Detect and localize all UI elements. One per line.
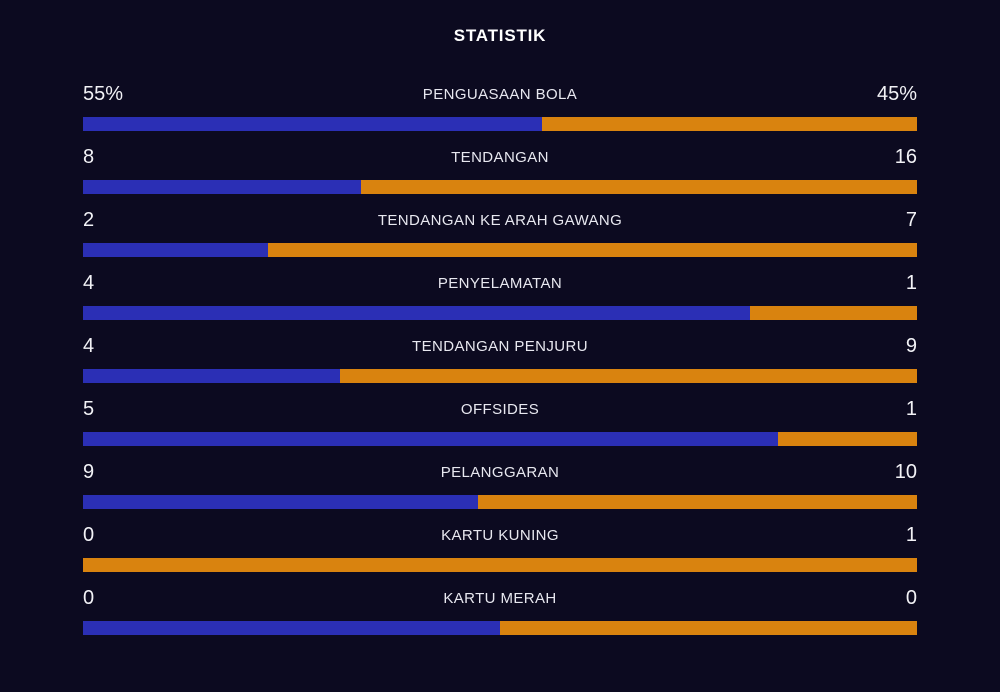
stat-bar [83, 180, 917, 194]
away-bar-segment [777, 432, 917, 446]
stat-row-red-cards: 0 KARTU MERAH 0 [83, 588, 917, 635]
away-value: 1 [905, 272, 917, 294]
home-bar-segment [83, 180, 361, 194]
away-value: 10 [894, 461, 917, 483]
away-value: 0 [905, 587, 917, 609]
home-value: 4 [83, 272, 95, 294]
stat-label: PENGUASAAN BOLA [422, 86, 578, 103]
stat-bar [83, 495, 917, 509]
away-value: 9 [905, 335, 917, 357]
away-bar-segment [268, 243, 917, 257]
stat-row-possession: 55% PENGUASAAN BOLA 45% [83, 84, 917, 131]
stat-row-yellow-cards: 0 KARTU KUNING 1 [83, 525, 917, 572]
away-value: 16 [894, 146, 917, 168]
away-bar-segment [83, 558, 917, 572]
stat-label: TENDANGAN KE ARAH GAWANG [377, 212, 623, 229]
home-bar-segment [83, 369, 340, 383]
home-value: 0 [83, 587, 95, 609]
page-title: STATISTIK [453, 26, 547, 45]
stat-row-shots: 8 TENDANGAN 16 [83, 147, 917, 194]
home-value: 4 [83, 335, 95, 357]
home-value: 55% [83, 83, 124, 105]
away-bar-segment [541, 117, 917, 131]
away-bar-segment [500, 621, 917, 635]
away-bar-segment [750, 306, 917, 320]
home-value: 8 [83, 146, 95, 168]
stat-bar [83, 243, 917, 257]
away-bar-segment [339, 369, 917, 383]
stat-label: KARTU KUNING [441, 527, 559, 544]
home-value: 5 [83, 398, 95, 420]
home-value: 9 [83, 461, 95, 483]
away-value: 7 [905, 209, 917, 231]
home-value: 0 [83, 524, 95, 546]
away-value: 1 [905, 524, 917, 546]
away-bar-segment [360, 180, 917, 194]
stat-label: KARTU MERAH [443, 590, 557, 607]
home-bar-segment [83, 432, 778, 446]
stat-bar [83, 369, 917, 383]
stat-label: TENDANGAN [451, 149, 549, 166]
home-bar-segment [83, 243, 269, 257]
stat-row-fouls: 9 PELANGGARAN 10 [83, 462, 917, 509]
away-value: 1 [905, 398, 917, 420]
stat-bar [83, 117, 917, 131]
stat-bar [83, 306, 917, 320]
home-bar-segment [83, 306, 751, 320]
away-bar-segment [478, 495, 917, 509]
home-value: 2 [83, 209, 95, 231]
stat-bar [83, 558, 917, 572]
stat-row-offsides: 5 OFFSIDES 1 [83, 399, 917, 446]
home-bar-segment [83, 495, 479, 509]
stat-row-saves: 4 PENYELAMATAN 1 [83, 273, 917, 320]
home-bar-segment [83, 621, 500, 635]
stat-bar [83, 432, 917, 446]
stats-list: 55% PENGUASAAN BOLA 45% 8 TENDANGAN 16 [83, 84, 917, 635]
stat-bar [83, 621, 917, 635]
stat-label: TENDANGAN PENJURU [412, 338, 588, 355]
stat-row-corners: 4 TENDANGAN PENJURU 9 [83, 336, 917, 383]
away-value: 45% [876, 83, 917, 105]
home-bar-segment [83, 117, 542, 131]
stat-label: PENYELAMATAN [437, 275, 563, 292]
stat-row-shots-on-target: 2 TENDANGAN KE ARAH GAWANG 7 [83, 210, 917, 257]
stat-label: OFFSIDES [460, 401, 540, 418]
stat-label: PELANGGARAN [440, 464, 560, 481]
